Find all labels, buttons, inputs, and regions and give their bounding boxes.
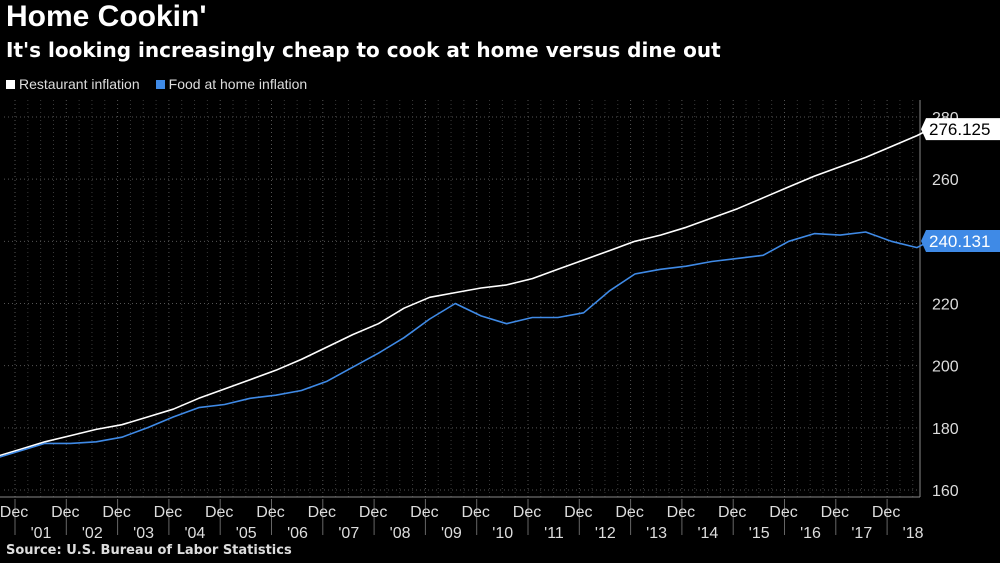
series-line-restaurant xyxy=(0,128,931,457)
x-tick-month-label: Dec xyxy=(359,504,387,521)
x-tick-month-label: Dec xyxy=(564,504,592,521)
series-line-food-at-home xyxy=(0,231,931,458)
legend-swatch-food-at-home xyxy=(155,79,165,89)
x-tick-month-label: Dec xyxy=(0,504,28,521)
x-tick-month-label: Dec xyxy=(51,504,79,521)
x-tick-month-label: Dec xyxy=(513,504,541,521)
x-tick-year-label: '15 xyxy=(749,525,770,542)
x-tick-month-label: Dec xyxy=(769,504,797,521)
x-tick-month-label: Dec xyxy=(718,504,746,521)
y-tick-label: 260 xyxy=(932,172,959,189)
x-tick-year-label: '16 xyxy=(800,525,821,542)
x-tick-year-label: '08 xyxy=(390,525,411,542)
x-tick-month-label: Dec xyxy=(410,504,438,521)
y-tick-label: 200 xyxy=(932,359,959,376)
legend-label-food-at-home: Food at home inflation xyxy=(168,76,308,92)
x-tick-year-label: '01 xyxy=(31,525,52,542)
y-tick-label: 220 xyxy=(932,297,959,314)
x-tick-year-label: '02 xyxy=(82,525,103,542)
last-value-tag-restaurant xyxy=(921,118,1000,141)
legend-item-food-at-home: Food at home inflation xyxy=(155,76,308,92)
x-tick-month-label: Dec xyxy=(667,504,695,521)
x-tick-month-label: Dec xyxy=(102,504,130,521)
y-tick-label: 160 xyxy=(932,483,959,500)
source-note: Source: U.S. Bureau of Labor Statistics xyxy=(6,543,292,558)
x-tick-month-label: Dec xyxy=(205,504,233,521)
legend-item-restaurant: Restaurant inflation xyxy=(6,76,140,92)
x-tick-month-label: Dec xyxy=(615,504,643,521)
x-tick-month-label: Dec xyxy=(872,504,900,521)
x-tick-month-label: Dec xyxy=(154,504,182,521)
x-tick-year-label: '05 xyxy=(236,525,257,542)
y-tick-label: 180 xyxy=(932,421,959,438)
x-tick-year-label: '18 xyxy=(903,525,924,542)
last-value-label-food-at-home: 240.131 xyxy=(929,232,990,251)
x-tick-year-label: '09 xyxy=(441,525,462,542)
last-value-label-restaurant: 276.125 xyxy=(929,120,990,139)
x-tick-year-label: '12 xyxy=(595,525,616,542)
x-tick-month-label: Dec xyxy=(821,504,849,521)
chart-subtitle: It's looking increasingly cheap to cook … xyxy=(6,38,721,62)
x-tick-year-label: '10 xyxy=(492,525,513,542)
legend: Restaurant inflation Food at home inflat… xyxy=(6,76,307,92)
x-tick-year-label: '03 xyxy=(133,525,154,542)
chart-title: Home Cookin' xyxy=(6,0,207,33)
x-tick-year-label: '14 xyxy=(697,525,718,542)
x-tick-year-label: '06 xyxy=(287,525,308,542)
x-tick-year-label: '07 xyxy=(338,525,359,542)
x-tick-year-label: '04 xyxy=(184,525,205,542)
x-tick-month-label: Dec xyxy=(256,504,284,521)
x-tick-year-label: '13 xyxy=(646,525,667,542)
x-tick-month-label: Dec xyxy=(461,504,489,521)
x-tick-year-label: '17 xyxy=(851,525,872,542)
last-value-tag-food-at-home xyxy=(921,230,1000,253)
x-tick-month-label: Dec xyxy=(308,504,336,521)
legend-swatch-restaurant xyxy=(6,79,15,89)
legend-label-restaurant: Restaurant inflation xyxy=(19,76,140,92)
x-tick-year-label: '11 xyxy=(544,525,564,542)
